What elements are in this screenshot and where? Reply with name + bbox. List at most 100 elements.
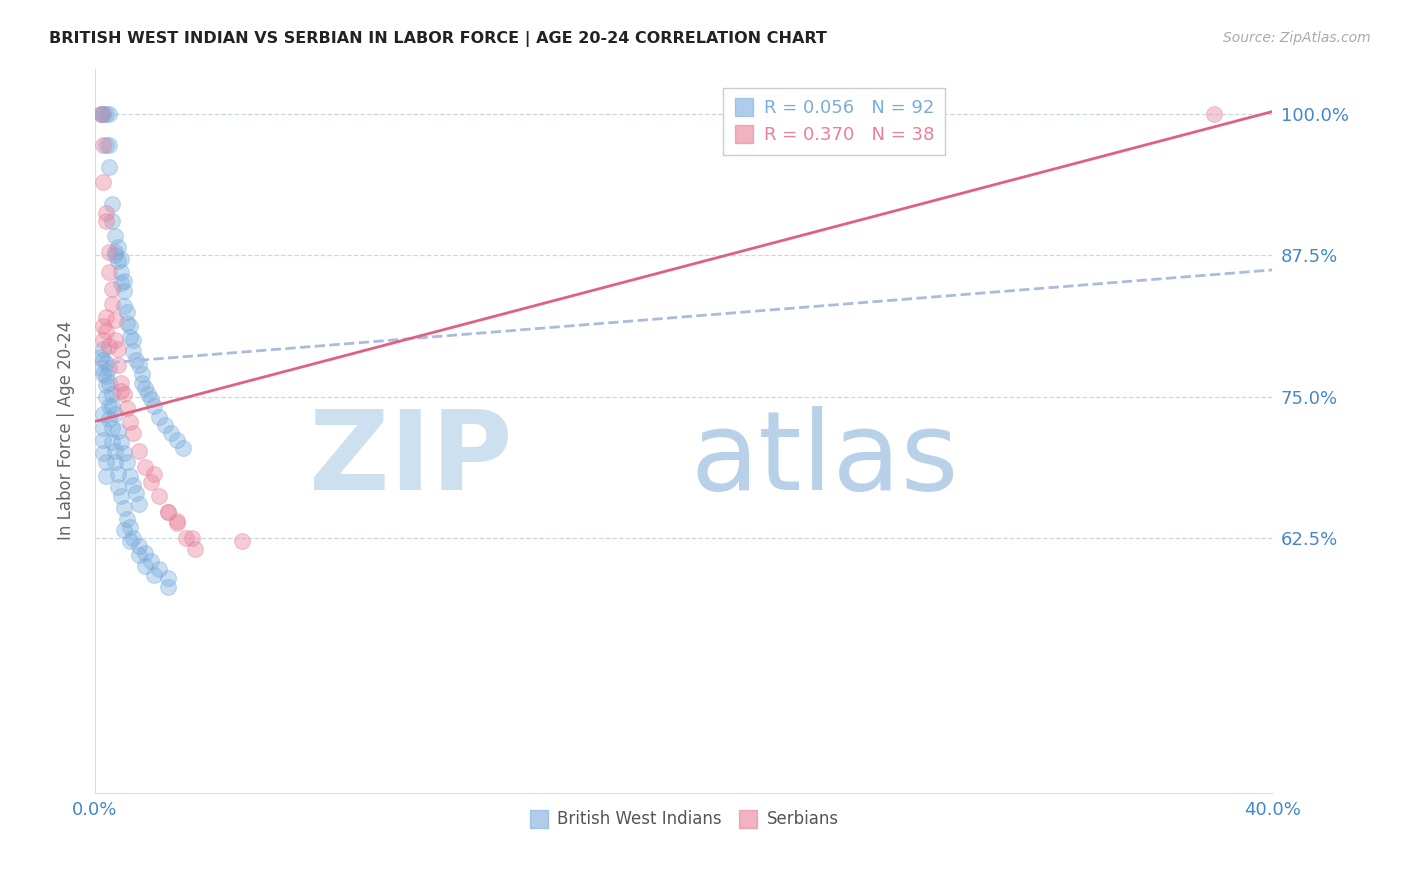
- Point: [110, 434, 132, 449]
- Point: [125, 353, 148, 368]
- Point: [104, 312, 127, 326]
- Text: BRITISH WEST INDIAN VS SERBIAN IN LABOR FORCE | AGE 20-24 CORRELATION CHART: BRITISH WEST INDIAN VS SERBIAN IN LABOR …: [49, 31, 827, 47]
- Point: [115, 401, 138, 415]
- Point: [96, 138, 118, 153]
- Point: [101, 297, 124, 311]
- Point: [98, 339, 121, 353]
- Point: [122, 425, 145, 440]
- Point: [166, 514, 188, 528]
- Point: [128, 497, 150, 511]
- Point: [98, 265, 121, 279]
- Point: [125, 485, 148, 500]
- Point: [180, 531, 202, 545]
- Point: [96, 455, 118, 469]
- Point: [112, 285, 135, 299]
- Point: [98, 361, 121, 376]
- Point: [98, 412, 121, 426]
- Point: [98, 107, 121, 121]
- Point: [160, 425, 183, 440]
- Point: [157, 571, 180, 585]
- Point: [142, 467, 165, 481]
- Point: [93, 138, 115, 153]
- Point: [110, 265, 132, 279]
- Point: [142, 568, 165, 582]
- Point: [142, 399, 165, 413]
- Point: [93, 175, 115, 189]
- Point: [107, 240, 129, 254]
- Point: [184, 542, 207, 557]
- Point: [93, 342, 115, 356]
- Point: [93, 333, 115, 347]
- Point: [107, 424, 129, 438]
- Point: [131, 376, 153, 390]
- Point: [174, 531, 197, 545]
- Point: [107, 467, 129, 481]
- Point: [134, 546, 156, 560]
- Point: [89, 107, 111, 121]
- Point: [96, 378, 118, 392]
- Point: [1202, 107, 1225, 121]
- Point: [110, 252, 132, 266]
- Point: [101, 197, 124, 211]
- Point: [96, 369, 118, 384]
- Point: [93, 353, 115, 368]
- Point: [98, 160, 121, 174]
- Point: [128, 358, 150, 372]
- Point: [110, 489, 132, 503]
- Point: [98, 399, 121, 413]
- Text: ZIP: ZIP: [309, 406, 513, 513]
- Y-axis label: In Labor Force | Age 20-24: In Labor Force | Age 20-24: [58, 321, 75, 541]
- Point: [112, 500, 135, 515]
- Point: [118, 468, 141, 483]
- Point: [104, 455, 127, 469]
- Point: [96, 324, 118, 338]
- Point: [107, 358, 129, 372]
- Point: [115, 455, 138, 469]
- Point: [112, 446, 135, 460]
- Point: [93, 367, 115, 381]
- Point: [122, 478, 145, 492]
- Point: [122, 531, 145, 545]
- Point: [93, 446, 115, 460]
- Point: [96, 356, 118, 370]
- Point: [96, 390, 118, 404]
- Point: [110, 277, 132, 291]
- Point: [101, 387, 124, 401]
- Point: [98, 244, 121, 259]
- Point: [110, 376, 132, 390]
- Point: [128, 539, 150, 553]
- Point: [104, 229, 127, 244]
- Point: [148, 561, 170, 575]
- Point: [112, 299, 135, 313]
- Point: [172, 441, 194, 455]
- Text: atlas: atlas: [690, 406, 959, 513]
- Point: [93, 319, 115, 334]
- Point: [89, 107, 111, 121]
- Point: [148, 489, 170, 503]
- Point: [101, 434, 124, 449]
- Point: [231, 534, 253, 549]
- Point: [98, 376, 121, 390]
- Point: [101, 214, 124, 228]
- Point: [148, 409, 170, 424]
- Point: [96, 468, 118, 483]
- Point: [134, 381, 156, 395]
- Point: [115, 316, 138, 330]
- Point: [96, 214, 118, 228]
- Point: [128, 548, 150, 562]
- Point: [157, 505, 180, 519]
- Point: [93, 107, 115, 121]
- Point: [115, 305, 138, 319]
- Point: [136, 387, 159, 401]
- Point: [107, 253, 129, 268]
- Point: [93, 407, 115, 421]
- Point: [112, 387, 135, 401]
- Point: [93, 421, 115, 435]
- Point: [101, 282, 124, 296]
- Point: [157, 580, 180, 594]
- Point: [101, 399, 124, 413]
- Point: [131, 367, 153, 381]
- Point: [166, 433, 188, 447]
- Point: [96, 206, 118, 220]
- Point: [118, 534, 141, 549]
